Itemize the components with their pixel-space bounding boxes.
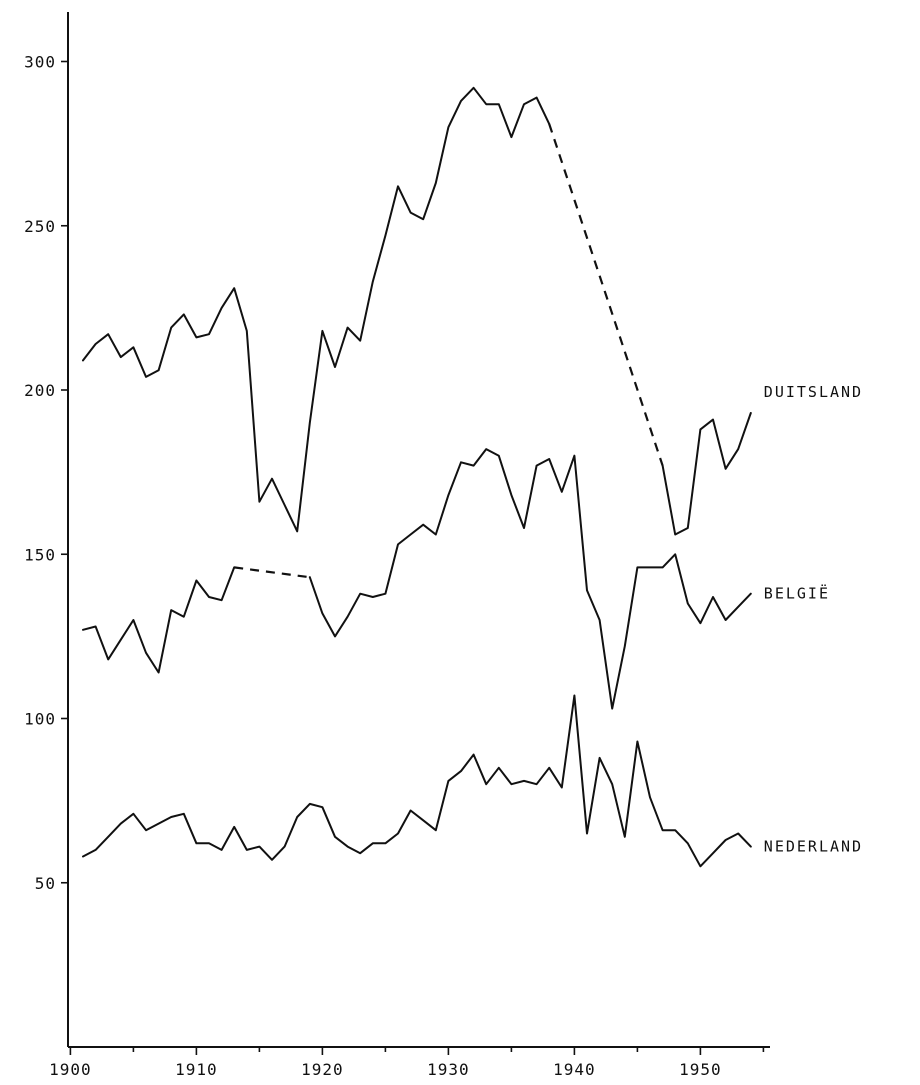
belgi--gap-dashed-line [234,566,310,579]
x-tick-label: 1910 [175,1060,218,1079]
duitsland-series-label: DUITSLAND [764,383,863,401]
belgi--series-line [308,448,752,710]
belgi--series-label: BELGIË [764,584,830,603]
x-tick-label: 1930 [427,1060,470,1079]
nederland-series-line [82,694,752,868]
y-tick-label: 200 [24,381,56,400]
x-tick-label: 1950 [679,1060,722,1079]
belgi--series-line [82,566,236,674]
y-tick-label: 150 [24,545,56,564]
x-tick-label: 1900 [49,1060,92,1079]
series-labels: DUITSLAND BELGIË NEDERLAND [764,383,863,856]
nederland-series-label: NEDERLAND [764,838,863,856]
x-tick-label: 1940 [553,1060,596,1079]
y-tick-label: 100 [24,710,56,729]
axes: 50 100 150 200 250 300 1900 1910 1920 1930 1940 195… [24,12,770,1079]
series-layer [82,86,752,868]
y-tick-label: 300 [24,53,56,72]
duitsland-gap-dashed-line [548,123,664,466]
duitsland-series-line [82,86,551,533]
duitsland-series-line [661,412,752,536]
y-tick-label: 250 [24,217,56,236]
y-tick-label: 50 [35,874,56,893]
x-tick-label: 1920 [301,1060,344,1079]
